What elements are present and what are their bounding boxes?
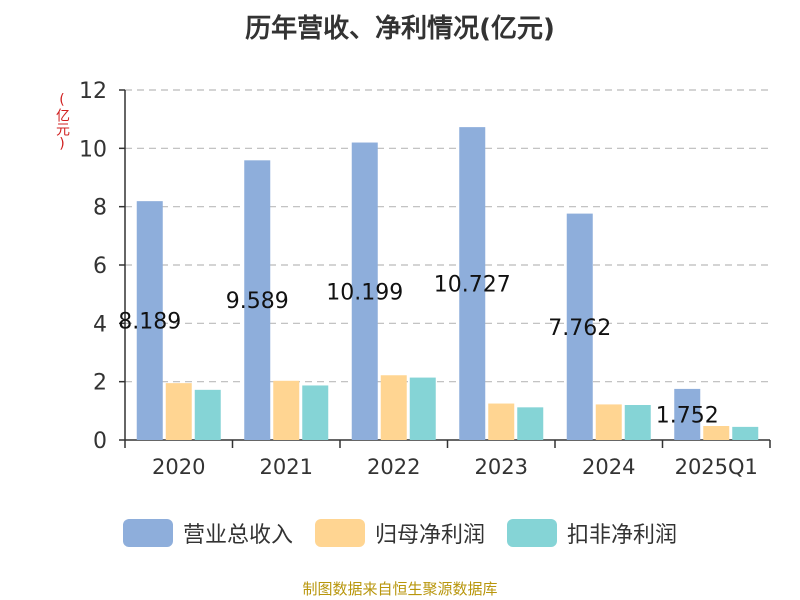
bar-1: [165, 383, 192, 440]
y-tick-label: 8: [93, 196, 107, 221]
bar-2: [732, 426, 759, 440]
source-note: 制图数据来自恒生聚源数据库: [302, 580, 498, 598]
data-label: 7.762: [548, 316, 611, 341]
bar-2: [517, 407, 544, 440]
legend-item[interactable]: 归母净利润: [314, 517, 485, 549]
legend-label: 归母净利润: [374, 523, 485, 548]
legend-swatch: [122, 519, 173, 547]
y-tick-label: 0: [93, 429, 107, 454]
bar-0: [566, 213, 593, 440]
bar-1: [273, 380, 300, 440]
legend-item[interactable]: 营业总收入: [122, 517, 293, 549]
y-tick-label: 12: [79, 79, 107, 104]
bar-1: [703, 426, 730, 440]
bar-2: [194, 389, 221, 440]
bar-1: [595, 404, 622, 440]
bar-0: [244, 160, 271, 440]
legend: 营业总收入 归母净利润 扣非净利润: [0, 517, 800, 549]
y-tick-label: 6: [93, 254, 107, 279]
bar-0: [459, 127, 486, 441]
bar-2: [624, 405, 651, 440]
y-tick-label: 4: [93, 312, 107, 337]
legend-label: 营业总收入: [182, 523, 293, 548]
bar-2: [302, 385, 329, 440]
legend-swatch: [507, 519, 557, 547]
legend-label: 扣非净利润: [567, 523, 678, 548]
legend-item[interactable]: 扣非净利润: [507, 517, 677, 549]
legend-swatch: [314, 519, 365, 547]
x-tick-label: 2025Q1: [675, 455, 758, 479]
data-label: 10.727: [434, 273, 511, 298]
y-tick-label: 2: [93, 371, 107, 396]
x-tick-label: 2020: [152, 455, 205, 479]
bar-1: [488, 403, 515, 440]
bar-1: [380, 375, 407, 440]
data-label: 10.199: [326, 280, 403, 305]
x-tick-label: 2022: [367, 455, 420, 479]
bar-0: [136, 201, 163, 440]
x-tick-label: 2021: [260, 455, 313, 479]
chart-title: 历年营收、净利情况(亿元): [245, 14, 555, 44]
y-axis-unit-label: (亿元): [54, 92, 70, 152]
data-label: 1.752: [656, 403, 719, 428]
x-tick-label: 2023: [475, 455, 528, 479]
bar-0: [351, 142, 378, 440]
data-label: 8.189: [118, 310, 181, 335]
y-tick-label: 10: [79, 137, 107, 162]
bar-2: [409, 377, 436, 440]
data-label: 9.589: [226, 289, 289, 314]
x-tick-label: 2024: [582, 455, 635, 479]
bar-0: [674, 388, 701, 440]
